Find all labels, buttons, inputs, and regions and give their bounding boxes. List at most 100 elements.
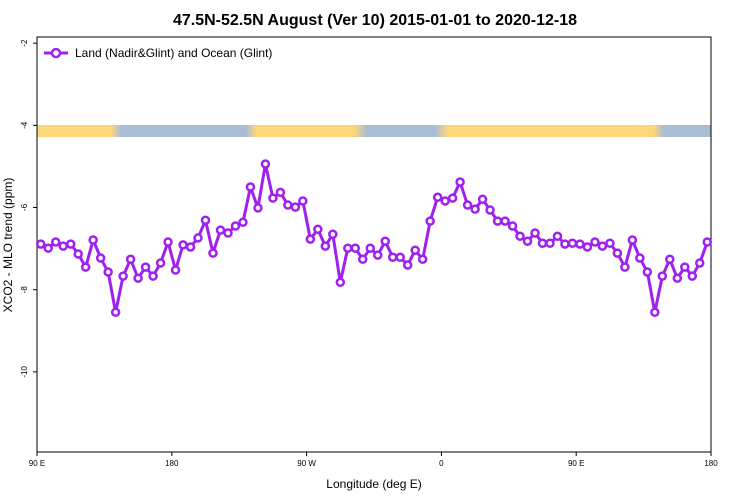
data-point <box>687 271 698 281</box>
land-ocean-band <box>37 125 711 137</box>
data-point <box>178 240 188 250</box>
data-point <box>125 254 136 265</box>
data-point <box>462 200 473 210</box>
data-point <box>680 262 690 272</box>
x-tick-label: 90 E <box>568 459 584 468</box>
data-point <box>470 204 480 214</box>
data-point <box>560 239 570 249</box>
data-point <box>35 239 46 249</box>
data-point <box>148 271 158 281</box>
data-point <box>627 235 638 245</box>
data-point <box>88 235 98 245</box>
data-point <box>440 196 450 206</box>
data-point <box>567 238 578 249</box>
data-point <box>335 277 346 288</box>
data-line <box>40 162 709 314</box>
data-point <box>402 260 413 270</box>
x-axis-label: Longitude (deg E) <box>326 477 421 491</box>
data-point <box>537 238 548 249</box>
data-point <box>650 307 660 318</box>
data-point <box>530 228 540 238</box>
data-point <box>320 241 331 251</box>
data-point <box>223 228 233 238</box>
y-tick-label: -2 <box>20 39 29 47</box>
data-point <box>665 254 675 265</box>
data-point <box>50 237 61 247</box>
data-point <box>268 193 278 203</box>
data-point <box>575 239 585 249</box>
data-point <box>365 243 376 253</box>
data-point <box>672 273 683 283</box>
data-point <box>522 236 533 246</box>
data-point <box>65 239 76 249</box>
x-tick-label: 90 E <box>29 459 45 468</box>
data-point <box>208 248 218 258</box>
data-point <box>133 273 143 283</box>
data-point <box>163 237 173 247</box>
data-point <box>507 221 518 231</box>
data-point <box>290 202 301 212</box>
data-point <box>328 229 338 239</box>
data-point <box>245 182 256 192</box>
data-point <box>238 217 248 228</box>
data-point <box>620 262 630 272</box>
chart-title: 47.5N-52.5N August (Ver 10) 2015-01-01 t… <box>173 12 577 29</box>
data-point <box>305 234 316 244</box>
data-point <box>343 243 353 253</box>
data-point <box>582 242 593 252</box>
data-point <box>605 238 615 249</box>
data-point <box>95 253 106 263</box>
data-point <box>477 194 488 205</box>
data-point <box>425 216 435 226</box>
data-point <box>155 258 166 268</box>
data-point <box>590 237 600 247</box>
data-point <box>140 262 151 272</box>
data-point <box>387 252 398 262</box>
data-point <box>432 192 443 202</box>
x-tick-label: 0 <box>439 459 444 468</box>
data-point <box>230 221 241 231</box>
data-point <box>380 236 390 246</box>
y-tick-label: -4 <box>20 121 29 129</box>
data-point <box>417 254 428 265</box>
y-tick-label: -8 <box>20 286 29 294</box>
data-point <box>200 215 211 226</box>
data-point <box>500 216 510 226</box>
y-axis-label: XCO2 - MLO trend (ppm) <box>1 178 15 313</box>
data-point <box>410 245 420 256</box>
data-point <box>702 237 713 247</box>
data-point <box>545 238 555 249</box>
data-point <box>103 267 113 277</box>
data-point <box>552 231 563 242</box>
data-point <box>612 248 623 258</box>
data-point <box>43 243 53 253</box>
data-point <box>253 203 263 213</box>
data-point <box>447 193 458 203</box>
data-point <box>358 254 368 265</box>
data-point <box>283 200 293 210</box>
data-point <box>298 196 308 206</box>
data-point <box>260 159 271 169</box>
data-point <box>635 253 645 263</box>
data-point <box>118 271 128 281</box>
data-point <box>485 205 495 215</box>
data-point <box>657 271 668 281</box>
data-point <box>58 241 68 251</box>
x-tick-label: 180 <box>704 459 718 468</box>
data-point <box>185 242 196 252</box>
data-point <box>80 262 91 272</box>
y-tick-label: -6 <box>20 203 29 211</box>
legend-marker <box>50 47 62 59</box>
data-point <box>110 307 121 318</box>
data-point <box>313 224 323 235</box>
x-tick-label: 180 <box>165 459 179 468</box>
data-point <box>350 243 361 253</box>
x-tick-label: 90 W <box>297 459 316 468</box>
legend-label: Land (Nadir&Glint) and Ocean (Glint) <box>75 46 272 60</box>
legend: Land (Nadir&Glint) and Ocean (Glint) <box>44 46 272 60</box>
data-point <box>372 250 383 260</box>
data-point <box>275 187 286 198</box>
data-point <box>170 265 181 275</box>
data-point <box>492 216 503 226</box>
